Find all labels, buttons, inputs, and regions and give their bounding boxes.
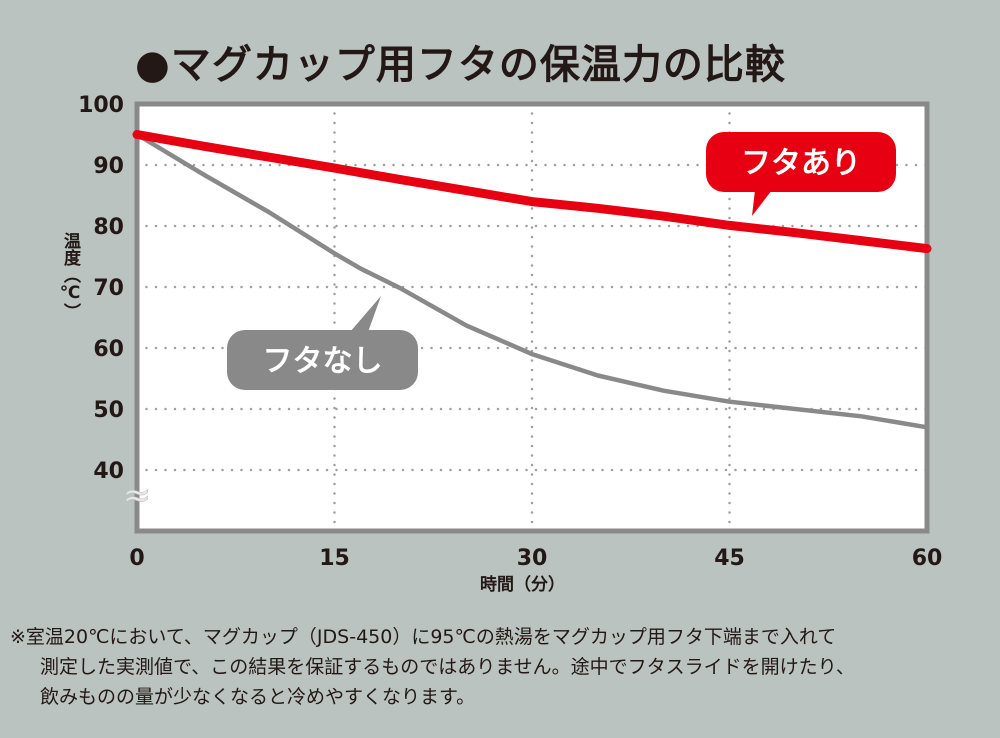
footnote-line: ※室温20℃において、マグカップ（JDS-450）に95℃の熱湯をマグカップ用フ… [10,626,837,648]
series-line-with-lid [132,130,932,254]
x-tick-label: 45 [714,546,745,571]
footnote-line: 測定した実測値で、この結果を保証するものではありません。途中でフタスライドを開け… [40,656,855,678]
footnote-line: 飲みものの量が少なくなると冷めやすくなります。 [40,686,476,708]
callout-with-lid-label: フタあり [741,146,861,181]
y-axis-label: 温度（℃） [60,232,80,320]
x-tick-label: 15 [319,546,350,571]
footnote: ※室温20℃において、マグカップ（JDS-450）に95℃の熱湯をマグカップ用フ… [10,622,995,712]
x-tick-label: 30 [517,546,548,571]
x-tick-label: 60 [912,546,943,571]
y-tick-label: 90 [93,154,124,179]
y-tick-label: 80 [93,215,124,240]
y-tick-label: 40 [93,459,124,484]
callout-without-lid-label: フタなし [263,344,383,379]
y-tick-label: 60 [93,337,124,362]
x-tick-label: 0 [129,546,144,571]
axis-break-icon: ≈ [123,476,152,516]
x-axis-label: 時間（分） [480,575,565,595]
callout-without-lid-bubble [227,330,418,390]
series-line-without-lid [134,132,930,430]
y-tick-label: 70 [93,276,124,301]
callout-without-lid-pointer [350,296,381,332]
callout-with-lid-bubble [706,132,896,192]
y-tick-label: 100 [78,93,124,118]
chart-title: ●マグカップ用フタの保温力の比較 [135,42,786,88]
plot-frame [134,101,930,534]
callout-with-lid-pointer [752,190,772,216]
y-tick-label: 50 [93,398,124,423]
